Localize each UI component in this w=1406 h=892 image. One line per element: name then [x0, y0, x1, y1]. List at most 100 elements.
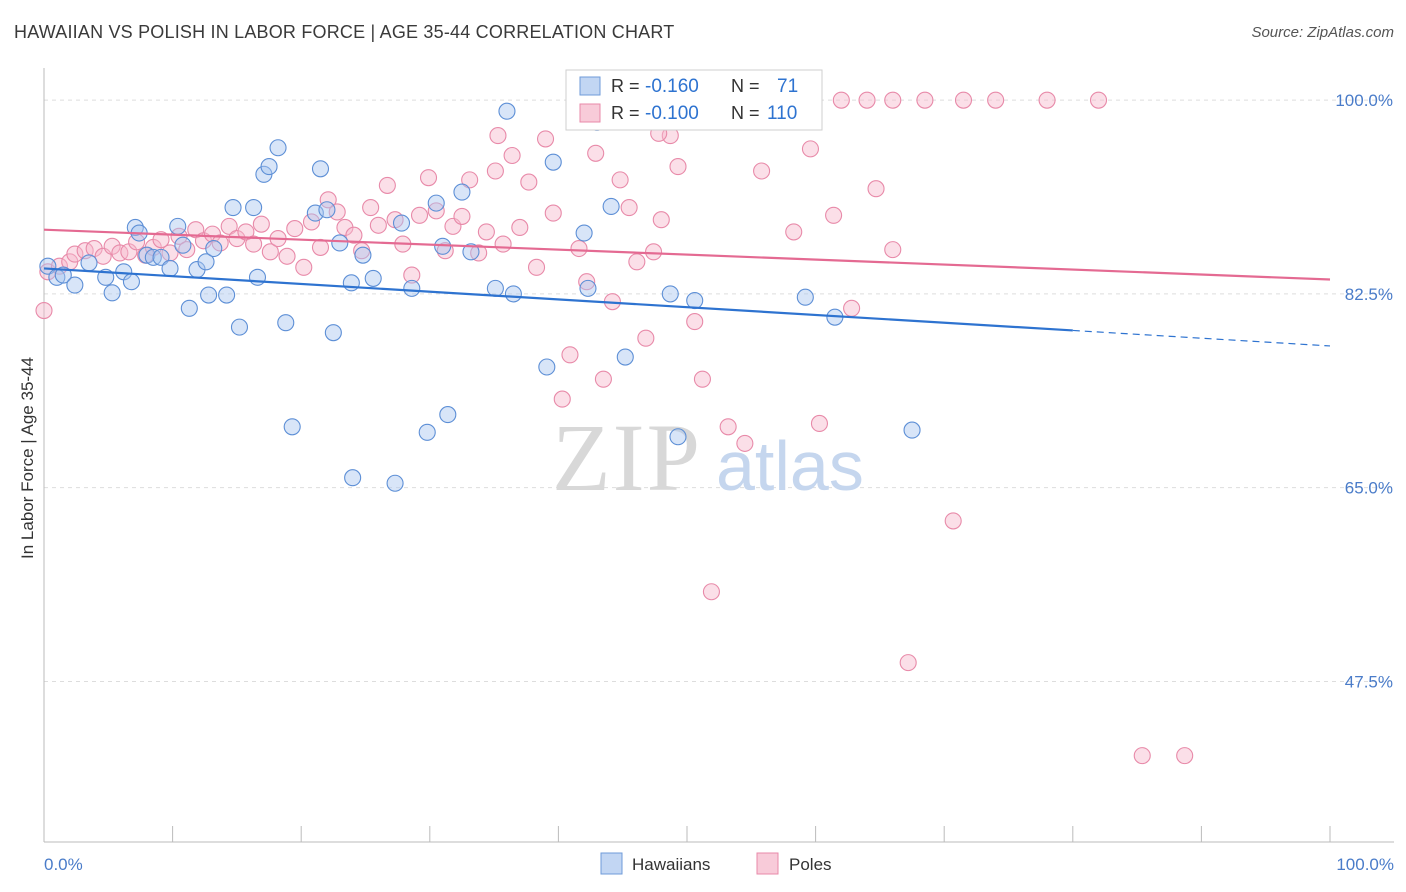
hawaiians-point-47 [439, 406, 457, 424]
hawaiians-point-52 [538, 358, 556, 376]
poles-point-101 [858, 91, 876, 109]
hawaiians-point-13 [152, 248, 170, 266]
legend-swatch-poles [756, 852, 779, 875]
hawaiians-point-57 [616, 348, 634, 366]
hawaiians-point-38 [344, 469, 362, 487]
poles-point-93 [1176, 747, 1194, 765]
poles-point-24 [237, 223, 255, 241]
legend-label-hawaiians: Hawaiians [632, 855, 710, 874]
poles-point-0 [35, 301, 53, 320]
hawaiians-point-39 [354, 246, 372, 264]
hawaiians-point-11 [138, 246, 156, 264]
poles-point-9 [111, 244, 129, 262]
poles-point-46 [419, 169, 438, 187]
poles-point-57 [511, 218, 529, 237]
poles-point-40 [369, 216, 387, 234]
poles-point-66 [587, 144, 605, 162]
hawaiians-point-40 [364, 269, 382, 287]
poles-point-100 [832, 91, 850, 109]
poles-point-45 [410, 206, 429, 224]
hawaiians-point-55 [579, 279, 597, 297]
poles-point-103 [916, 91, 934, 109]
hawaiians-point-61 [796, 288, 814, 306]
poles-point-53 [477, 223, 495, 241]
y-tick-label-2: 65.0% [1345, 479, 1393, 498]
poles-point-26 [252, 215, 270, 233]
legend-swatch-hawaiians [600, 852, 623, 875]
poles-point-107 [1089, 91, 1108, 109]
poles-point-92 [1133, 747, 1151, 765]
hawaiians-point-23 [224, 198, 242, 217]
hawaiians-trend-extension [1072, 329, 1331, 347]
poles-point-70 [620, 198, 638, 217]
poles-point-106 [1038, 91, 1056, 109]
hawaiians-point-31 [283, 418, 301, 436]
poles-point-74 [652, 211, 670, 229]
poles-point-85 [810, 414, 829, 433]
hawaiians-point-24 [230, 318, 249, 336]
poles-point-35 [328, 203, 346, 221]
watermark-atlas: atlas [716, 427, 864, 505]
poles-point-88 [867, 180, 885, 198]
hawaiians-point-49 [462, 243, 480, 261]
poles-point-83 [785, 223, 803, 241]
stats-legend-swatch-pink [579, 103, 601, 123]
hawaiians-point-60 [686, 292, 704, 310]
poles-point-59 [527, 258, 546, 276]
x-ticks [172, 826, 1331, 842]
hawaiians-point-19 [197, 253, 215, 271]
poles-point-67 [594, 370, 612, 388]
poles-point-50 [453, 207, 471, 225]
hawaiians-point-20 [200, 286, 218, 304]
hawaiians-point-33 [311, 160, 330, 178]
poles-point-54 [486, 162, 504, 180]
stats-r-value-pink: -0.100 [645, 103, 699, 124]
hawaiians-point-59 [669, 428, 687, 446]
poles-point-27 [261, 243, 279, 261]
poles-point-79 [702, 583, 720, 601]
poles-point-39 [362, 198, 380, 217]
poles-point-77 [686, 313, 704, 331]
poles-point-30 [286, 220, 304, 238]
poles-point-81 [736, 434, 754, 452]
poles-point-102 [884, 91, 902, 109]
hawaiians-point-2 [54, 266, 72, 284]
hawaiians-point-0 [39, 257, 57, 275]
poles-point-60 [536, 130, 555, 148]
stats-legend-frame [565, 69, 823, 131]
hawaiians-point-22 [218, 286, 236, 304]
hawaiians-point-37 [342, 274, 360, 292]
hawaiians-point-29 [269, 139, 287, 157]
hawaiians-point-36 [331, 234, 349, 252]
hawaiians-point-28 [260, 158, 278, 176]
poles-point-86 [825, 206, 843, 224]
stats-n-value-blue: 71 [777, 76, 798, 97]
poles-point-58 [520, 173, 538, 191]
hawaiians-trend-line [43, 267, 1073, 332]
hawaiians-point-56 [602, 197, 620, 215]
poles-point-32 [302, 213, 321, 231]
hawaiians-point-4 [80, 254, 98, 272]
hawaiians-point-42 [392, 214, 411, 232]
stats-legend-box: R = -0.160 N = 71 R = -0.100 N = 110 [565, 69, 823, 131]
poles-point-104 [954, 91, 973, 109]
poles-point-73 [645, 243, 663, 261]
poles-point-87 [843, 299, 861, 317]
poles-point-72 [637, 329, 655, 347]
stats-n-label-pink: N = [731, 103, 760, 123]
axes [43, 68, 1394, 843]
x-tick-label-min: 0.0% [44, 855, 83, 874]
poles-point-69 [611, 171, 629, 189]
hawaiians-point-51 [504, 285, 522, 303]
watermark: ZIP atlas [552, 404, 864, 511]
poles-point-91 [944, 512, 962, 530]
poles-point-41 [378, 176, 396, 194]
hawaiians-point-41 [386, 474, 404, 492]
hawaiians-point-26 [248, 268, 267, 286]
hawaiians-point-58 [661, 285, 679, 303]
poles-point-71 [628, 253, 646, 271]
x-tick-labels: 0.0% 100.0% [44, 855, 1394, 874]
y-tick-label-3: 47.5% [1345, 672, 1393, 691]
poles-point-64 [570, 239, 588, 258]
poles-point-37 [345, 226, 363, 244]
